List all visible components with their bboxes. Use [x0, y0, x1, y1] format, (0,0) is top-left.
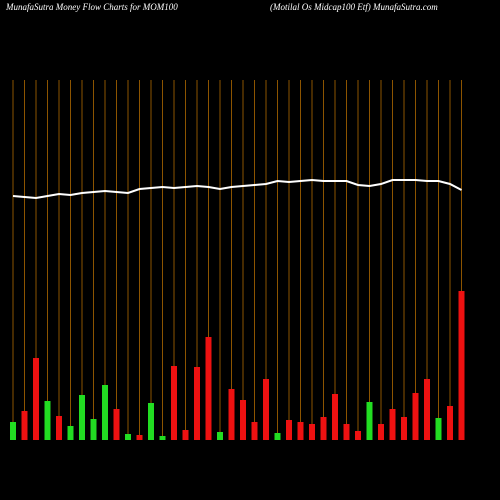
bar [113, 409, 120, 440]
bar [378, 424, 384, 440]
bar [44, 401, 51, 440]
bar [332, 394, 338, 440]
bar [182, 430, 189, 440]
bar [102, 385, 108, 440]
bar [401, 417, 407, 440]
bar [447, 406, 453, 440]
bar [56, 416, 62, 440]
bar [21, 411, 28, 440]
bar [274, 433, 281, 440]
bar [217, 432, 223, 440]
bar [412, 393, 419, 440]
bar [205, 337, 212, 440]
bar [435, 418, 442, 440]
bar [159, 436, 166, 440]
bar [251, 422, 258, 440]
bar [263, 379, 269, 440]
bar [67, 426, 74, 440]
bar [240, 400, 246, 440]
bar [424, 379, 430, 440]
bar [389, 409, 396, 440]
bar [320, 417, 327, 440]
bar [228, 389, 235, 440]
bar [136, 435, 143, 440]
bar [148, 403, 154, 440]
bar [343, 424, 350, 440]
bar [366, 402, 373, 440]
bar [171, 366, 177, 440]
bar [90, 419, 97, 440]
bar [10, 422, 16, 440]
bar [33, 358, 39, 440]
bar [286, 420, 292, 440]
bar [79, 395, 85, 440]
bar [309, 424, 315, 440]
chart-title: MunafaSutra Money Flow Charts for MOM100 [5, 2, 178, 12]
bar [125, 434, 131, 440]
money-flow-line [12, 178, 462, 200]
chart-subtitle: (Motilal Os Midcap100 Etf) MunafaSutra.c… [270, 2, 438, 12]
bar [297, 422, 304, 440]
bar [355, 431, 361, 440]
bar [194, 367, 200, 440]
bar [458, 291, 465, 440]
